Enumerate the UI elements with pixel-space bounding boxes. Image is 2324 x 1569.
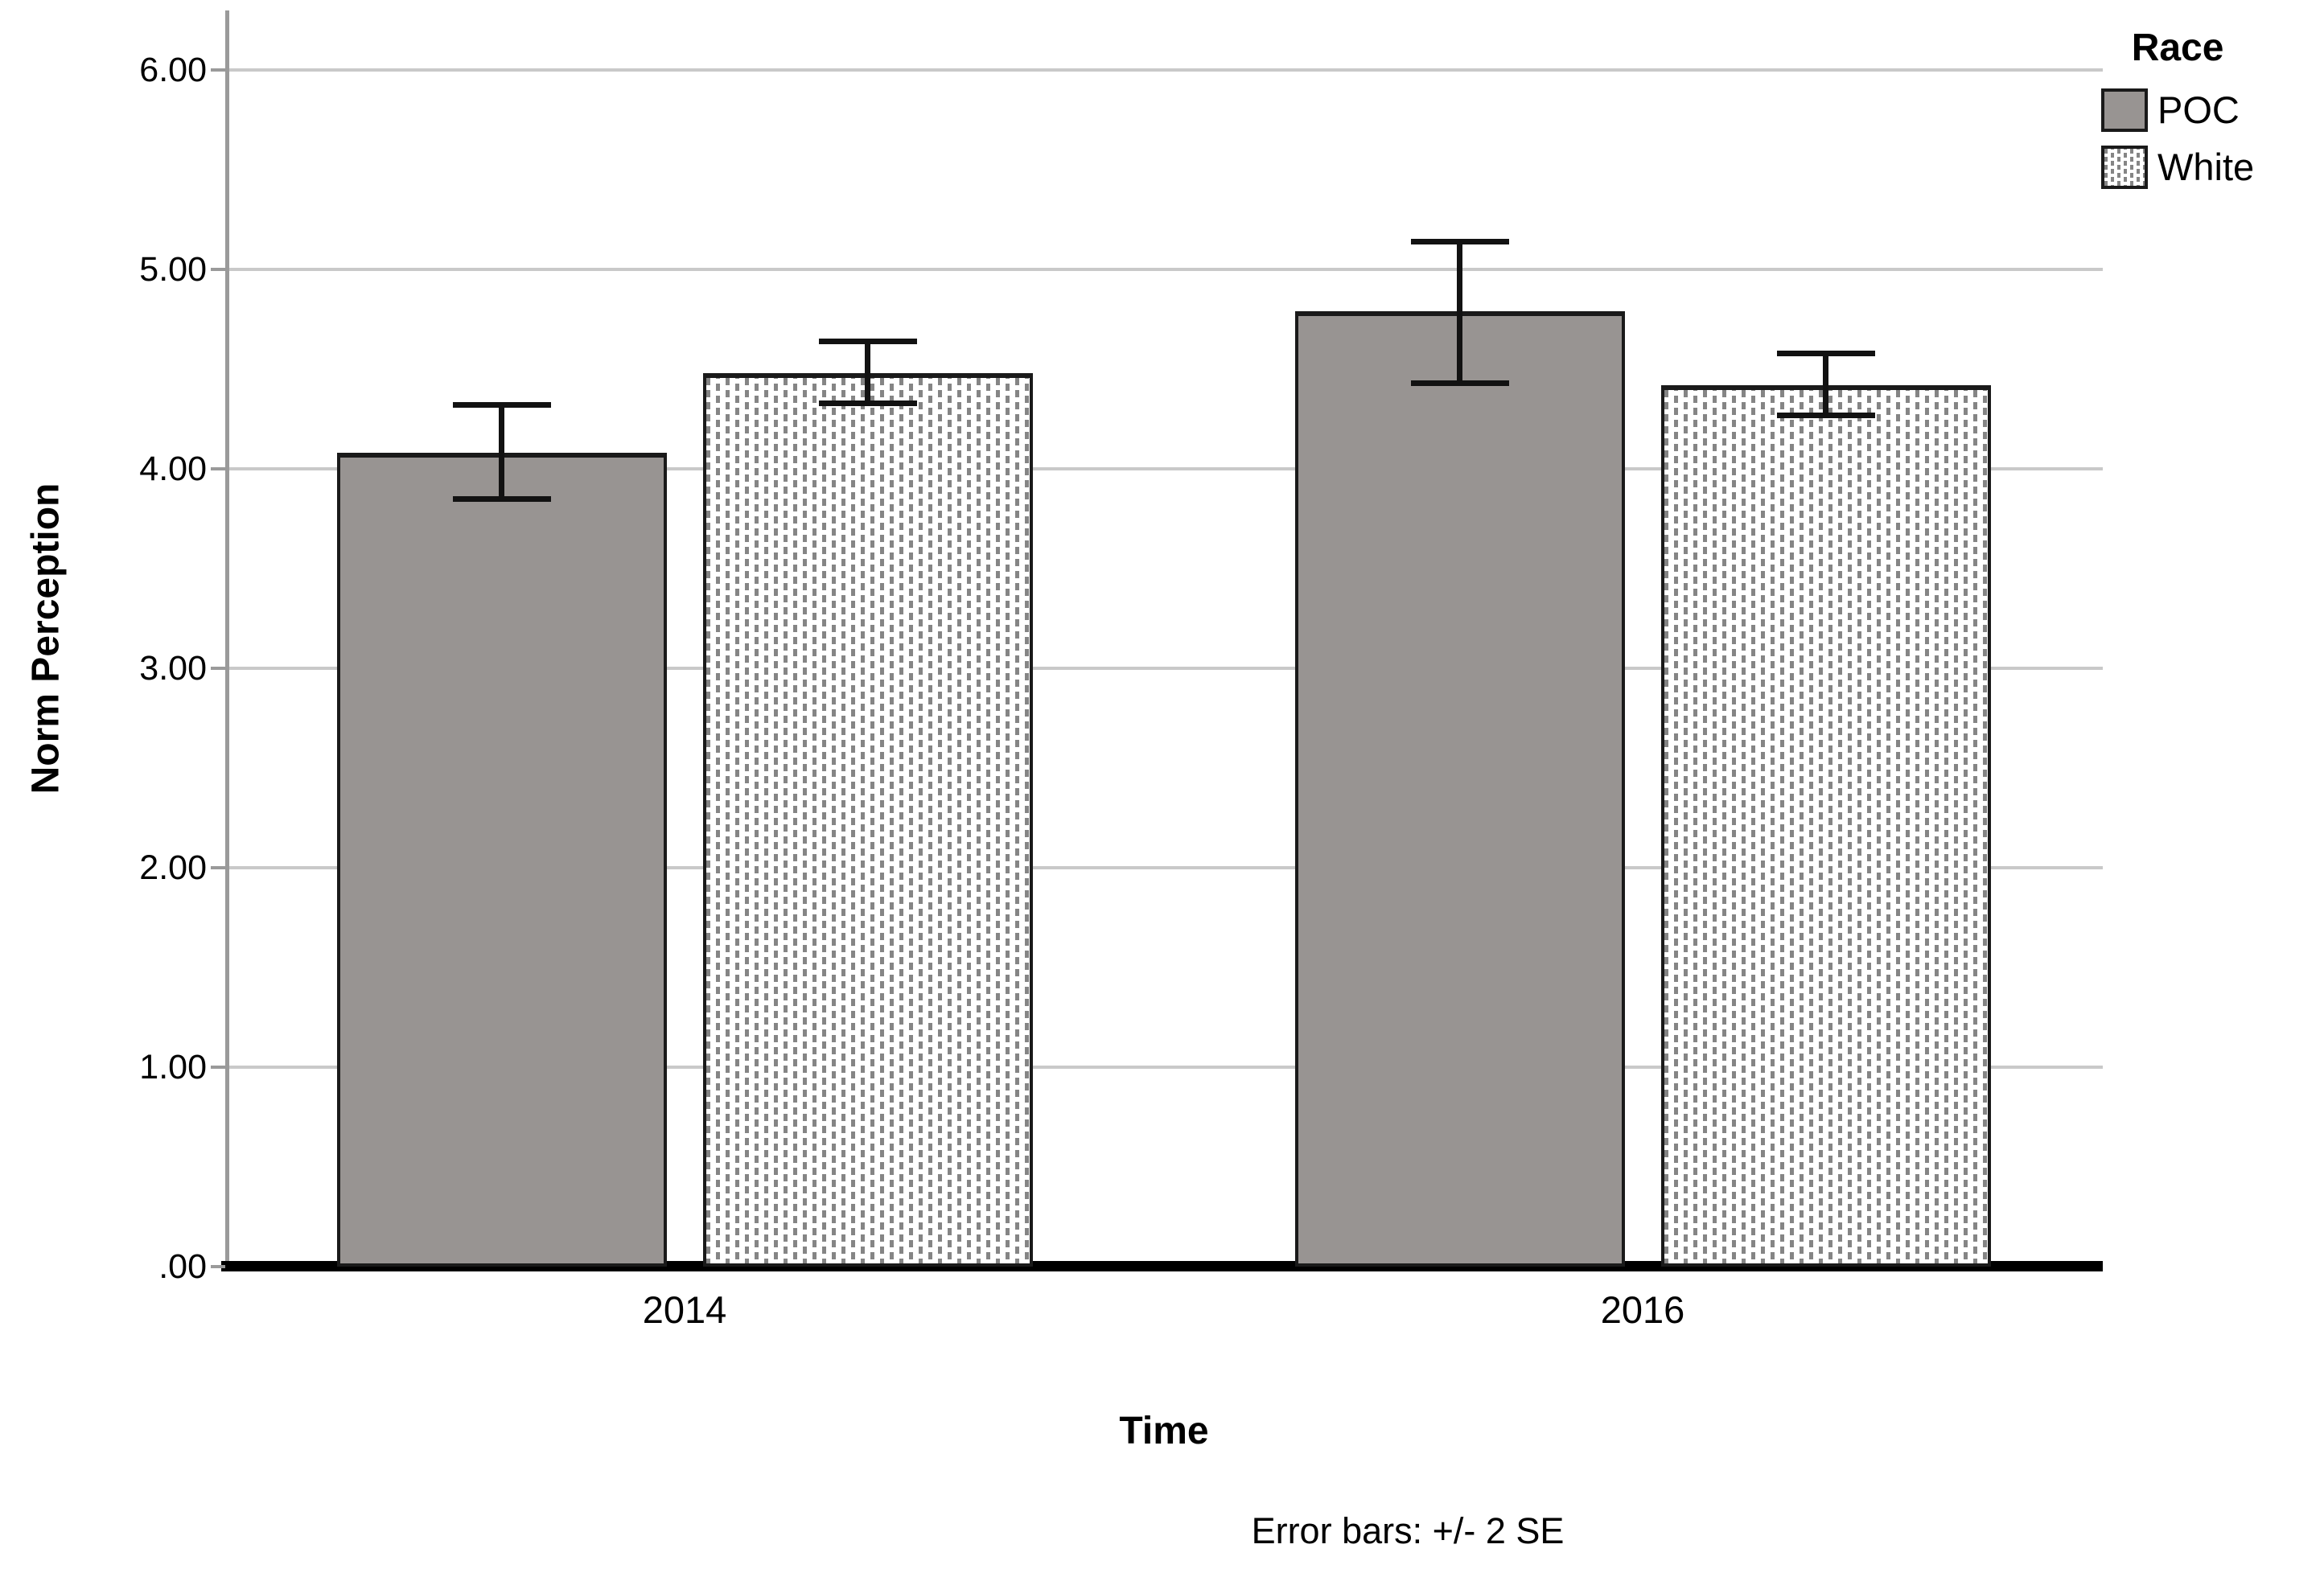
bar-white-2014 (702, 372, 1033, 1267)
legend-entry-poc: POC (2101, 88, 2240, 132)
error-bar-cap (818, 338, 917, 344)
legend: Race POC White (2101, 26, 2254, 189)
gridline-1.00 (229, 1066, 2103, 1069)
gridline-6.00 (229, 68, 2103, 72)
y-tick-mark (211, 268, 225, 271)
x-axis-title: Time (1119, 1410, 1209, 1452)
error-bar-line (499, 405, 504, 499)
legend-label-white: White (2157, 146, 2255, 188)
error-bar-line (1457, 241, 1462, 384)
y-tick-mark (211, 667, 225, 670)
error-bar-cap (1410, 238, 1509, 244)
y-axis-line (225, 10, 229, 1267)
x-category-label-2014: 2014 (642, 1288, 727, 1331)
y-tick-label: 1.00 (139, 1048, 207, 1086)
bar-poc-2014 (336, 453, 667, 1267)
gridline-4.00 (229, 467, 2103, 470)
error-bar-cap (452, 402, 551, 409)
bar-white-2016 (1660, 384, 1991, 1267)
y-tick-mark (211, 1265, 225, 1268)
gridline-5.00 (229, 268, 2103, 271)
y-tick-label: 6.00 (139, 51, 207, 89)
error-bar-cap (452, 495, 551, 502)
y-tick-mark (211, 467, 225, 470)
y-tick-label: 5.00 (139, 250, 207, 289)
y-tick-mark (211, 68, 225, 72)
legend-label-poc: POC (2157, 88, 2240, 131)
y-tick-label: .00 (158, 1247, 207, 1286)
y-tick-label: 3.00 (139, 649, 207, 688)
legend-title: Race (2131, 27, 2224, 69)
legend-entry-white: White (2101, 145, 2254, 189)
error-bar-line (1823, 353, 1828, 416)
y-tick-labels: .00 1.00 2.00 3.00 4.00 5.00 6.00 (0, 10, 207, 1286)
legend-swatch-poc (2101, 88, 2148, 132)
plot-area (211, 10, 2103, 1271)
x-category-label-2016: 2016 (1600, 1288, 1685, 1331)
error-bar-cap (1776, 350, 1875, 356)
gridline-2.00 (229, 866, 2103, 869)
x-axis-baseline (221, 1261, 2103, 1271)
y-tick-label: 4.00 (139, 450, 207, 488)
legend-swatch-white (2101, 145, 2148, 189)
error-bar-cap (818, 400, 917, 406)
bar-poc-2016 (1294, 311, 1625, 1267)
y-tick-label: 2.00 (139, 848, 207, 887)
y-tick-mark (211, 866, 225, 869)
error-bar-line (865, 341, 870, 404)
error-bar-cap (1776, 412, 1875, 418)
error-bar-footnote: Error bars: +/- 2 SE (1251, 1510, 1565, 1551)
gridline-3.00 (229, 667, 2103, 670)
error-bar-cap (1410, 380, 1509, 386)
y-tick-mark (211, 1066, 225, 1069)
